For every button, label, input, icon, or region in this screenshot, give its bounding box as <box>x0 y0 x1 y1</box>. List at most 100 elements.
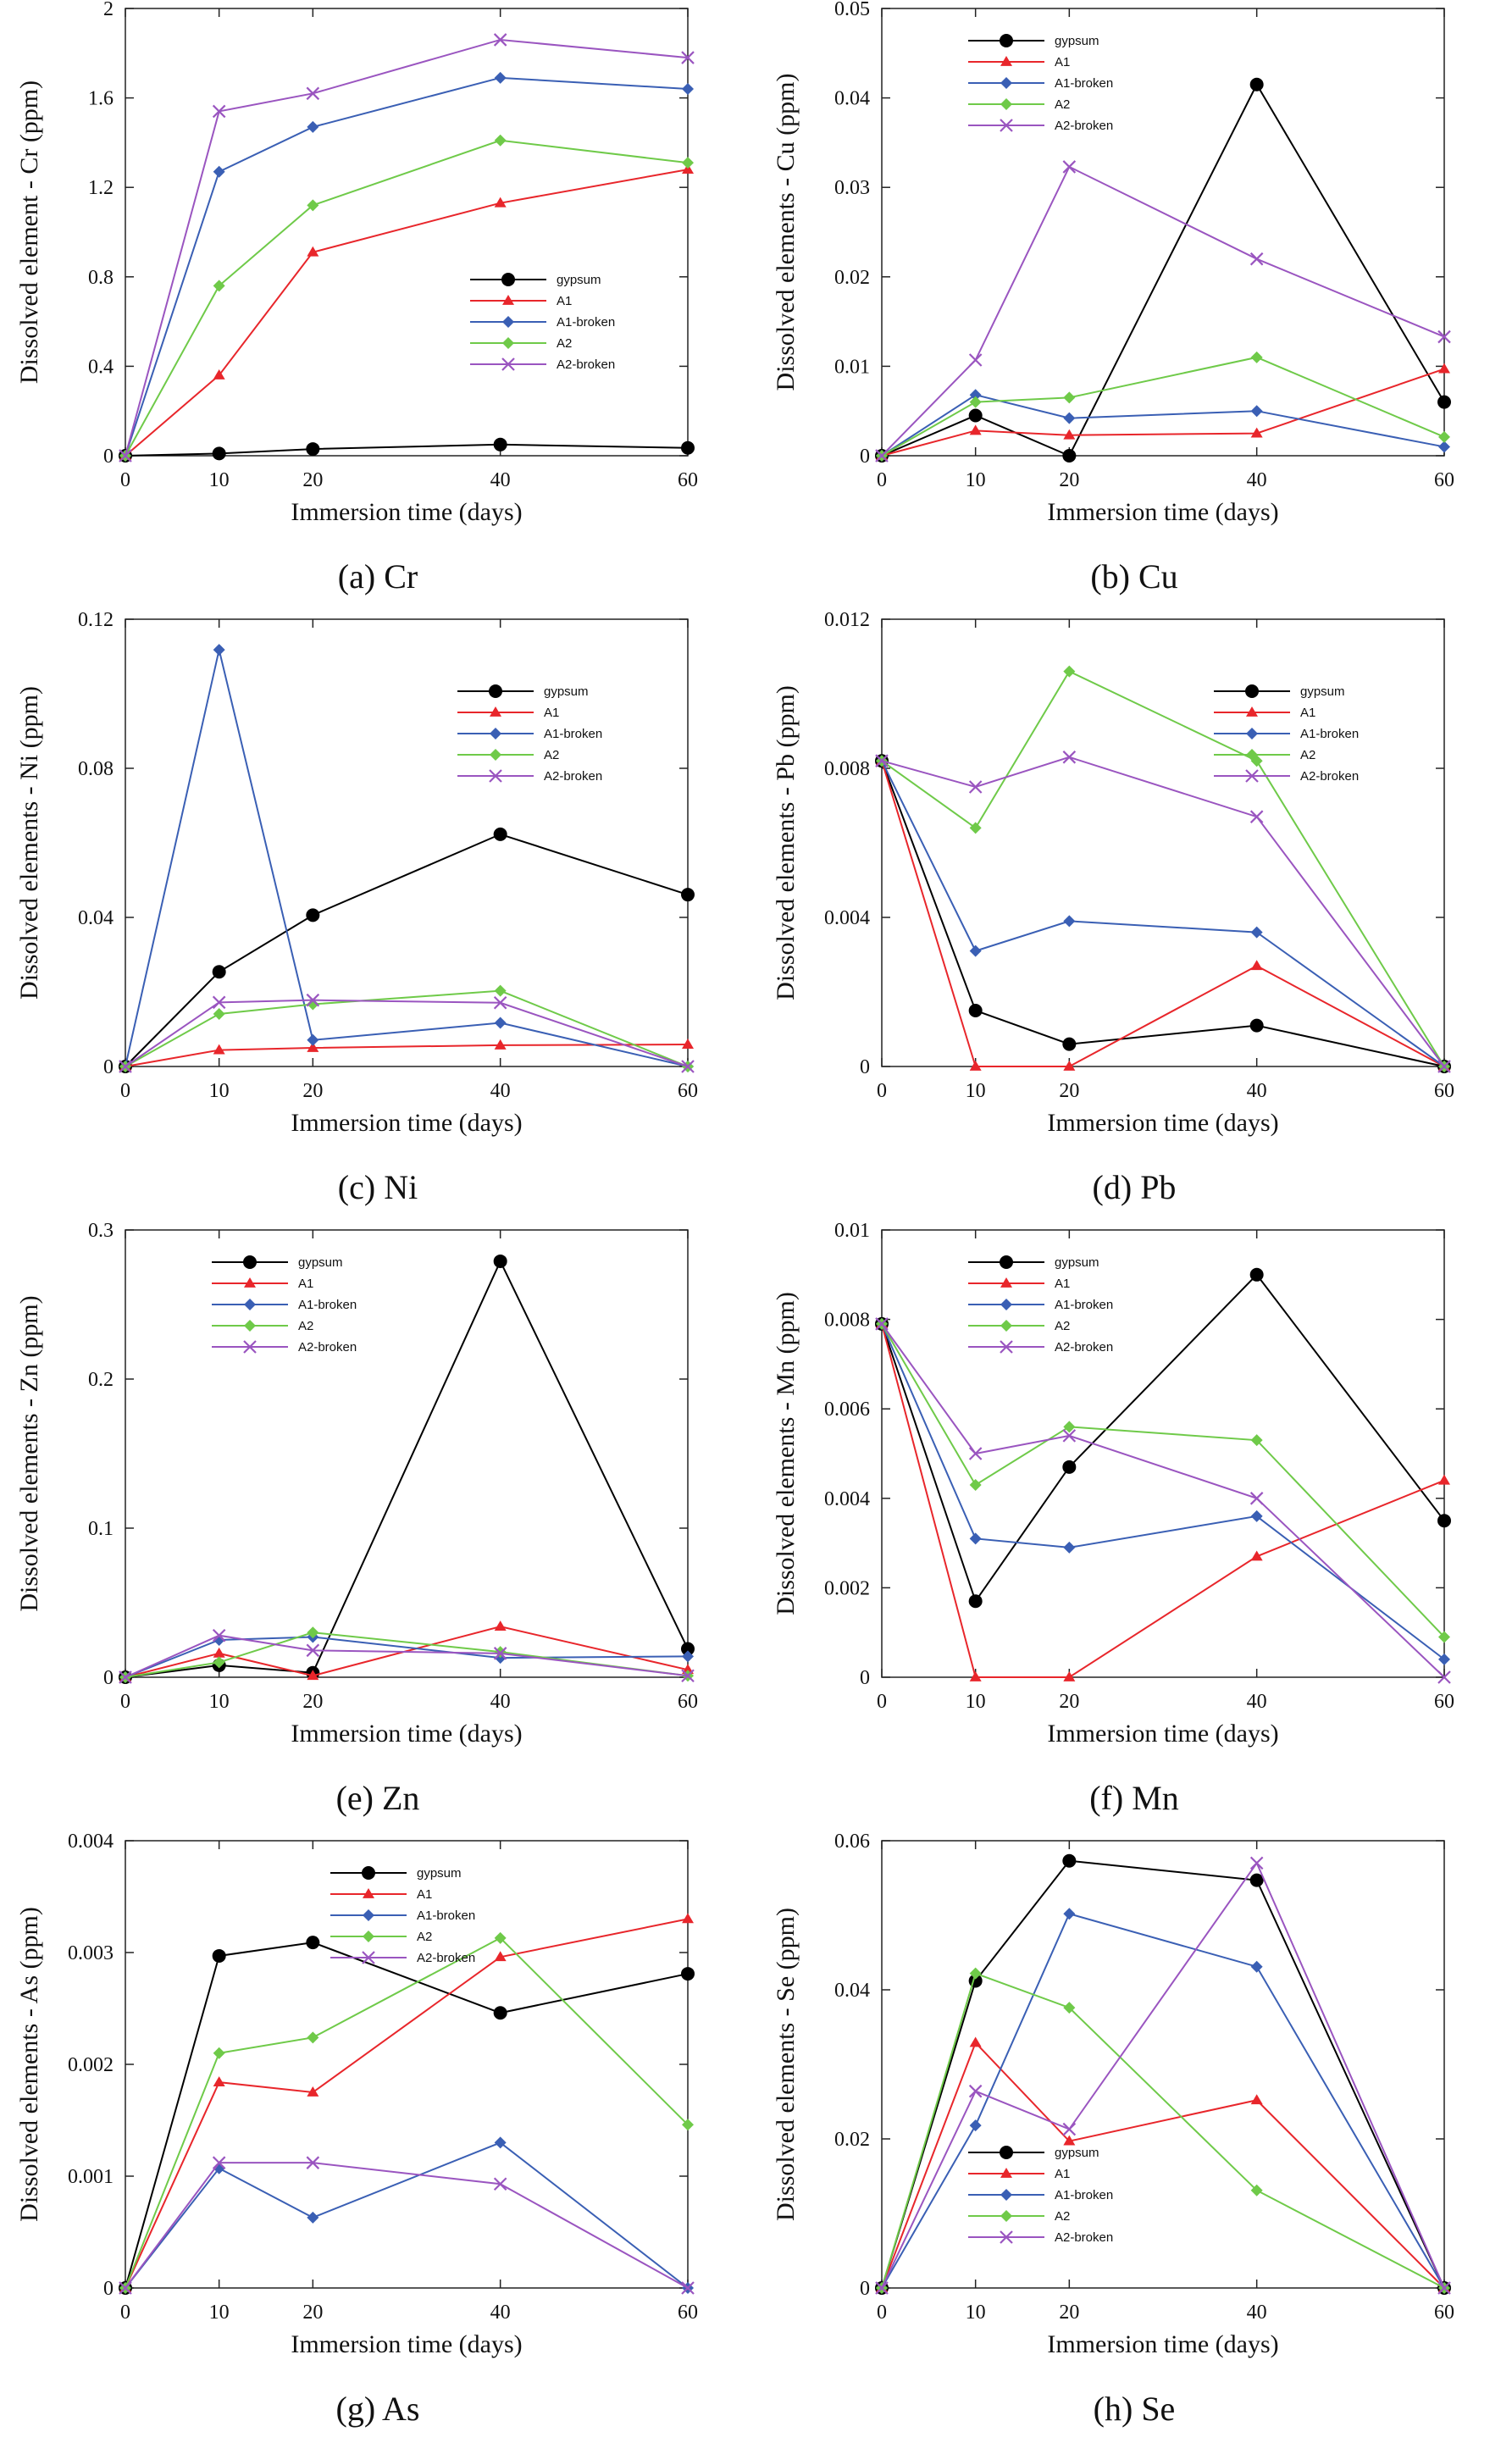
legend-label: gypsum <box>1055 2146 1099 2160</box>
series-A2 <box>119 984 694 1072</box>
x-tick-label: 40 <box>490 2302 511 2324</box>
x-tick-label: 20 <box>302 2302 323 2324</box>
data-point <box>1249 1267 1264 1282</box>
data-point <box>968 2084 983 2098</box>
y-tick-label: 0.04 <box>834 1980 870 2002</box>
data-point <box>875 449 889 463</box>
legend-label: gypsum <box>417 1866 462 1881</box>
series-line <box>881 760 1445 1067</box>
data-point <box>1249 252 1264 266</box>
data-point <box>969 945 982 957</box>
data-point <box>1062 449 1077 463</box>
panel-caption: (h) Se <box>1093 2390 1176 2428</box>
data-point <box>493 2006 507 2020</box>
legend-label: A2-broken <box>1055 119 1113 133</box>
data-point <box>306 1936 320 1950</box>
data-point <box>494 197 507 208</box>
data-point <box>682 2119 694 2131</box>
legend-marker <box>1000 1277 1012 1288</box>
y-tick-label: 0.04 <box>78 907 114 929</box>
data-point <box>1249 77 1264 91</box>
legend-label: A2 <box>557 336 572 351</box>
legend-label: A2-broken <box>557 357 615 372</box>
data-point <box>213 644 225 656</box>
chart-panel: 0 0.4 0.8 1.2 1.6 2 0 10 20 40 60 Immersion time (d… <box>0 0 756 611</box>
y-tick-label: 0.04 <box>834 88 870 110</box>
series-A2 <box>119 1626 694 1683</box>
legend-marker <box>243 1340 257 1354</box>
series-A1 <box>876 755 1450 1071</box>
legend-label: A1-broken <box>1300 727 1359 741</box>
chart-panel: 0 0.001 0.002 0.003 0.004 0 10 20 40 60 Immersion … <box>0 1832 756 2443</box>
series-line <box>125 139 689 457</box>
y-tick-label: 0 <box>860 1056 870 1078</box>
data-point <box>494 1039 507 1050</box>
data-point <box>1063 665 1076 678</box>
legend-label: A2 <box>1055 2209 1070 2224</box>
y-tick-label: 0.02 <box>834 2129 870 2151</box>
series-gypsum <box>875 754 1451 1073</box>
legend-label: A1 <box>298 1277 313 1291</box>
x-axis-title: Immersion time (days) <box>291 2330 522 2358</box>
series-gypsum <box>119 1254 695 1684</box>
legend-marker <box>490 728 501 740</box>
data-point <box>969 1671 982 1681</box>
y-tick-label: 0.003 <box>68 1942 114 1964</box>
series-line <box>881 1913 1445 2289</box>
y-tick-label: 2 <box>103 0 114 20</box>
data-point <box>307 2086 319 2097</box>
legend-label: A2-broken <box>544 769 602 784</box>
series-line <box>125 649 689 1067</box>
legend-marker <box>1000 2189 1012 2201</box>
series-line <box>881 165 1445 457</box>
data-point <box>682 157 694 169</box>
legend-marker <box>244 1277 256 1288</box>
series-A2 <box>876 1967 1450 2294</box>
data-point <box>681 1967 695 1981</box>
data-point <box>212 1948 226 1963</box>
legend-label: A2 <box>1055 1319 1070 1333</box>
legend: gypsum A1 A1-broken A2 A2-broken <box>968 1255 1113 1354</box>
data-point <box>1063 1061 1076 1071</box>
legend-label: A2 <box>1055 97 1070 112</box>
legend: gypsum A1 A1-broken A2 A2-broken <box>1214 684 1359 784</box>
legend-marker <box>502 295 514 305</box>
series-line <box>881 356 1445 457</box>
series-line <box>125 1259 689 1678</box>
legend-marker <box>1000 77 1012 89</box>
data-point <box>306 442 320 457</box>
legend-marker <box>1000 119 1013 132</box>
data-point <box>213 368 225 379</box>
legend-marker <box>1000 98 1012 110</box>
legend-label: A2-broken <box>298 1340 357 1354</box>
data-point <box>213 2047 225 2059</box>
legend-marker <box>502 337 514 349</box>
data-point <box>307 246 319 257</box>
data-point <box>212 2156 226 2169</box>
data-point <box>494 134 507 147</box>
data-point <box>1063 1671 1076 1681</box>
data-point <box>306 2156 320 2169</box>
y-tick-label: 0.05 <box>834 0 870 20</box>
data-point <box>307 120 319 133</box>
series-line <box>881 1323 1445 1660</box>
data-point <box>212 965 226 979</box>
data-point <box>969 822 982 834</box>
x-axis-title: Immersion time (days) <box>1047 2330 1278 2358</box>
legend-marker <box>363 1931 374 1942</box>
series-A2-broken <box>119 1628 695 1684</box>
legend-label: A2 <box>298 1319 313 1333</box>
x-tick-label: 60 <box>678 2302 698 2324</box>
data-point <box>1249 1492 1264 1505</box>
legend-label: A1 <box>417 1887 432 1902</box>
y-tick-label: 0.02 <box>834 267 870 289</box>
y-tick-label: 0 <box>860 446 870 468</box>
series-A2-broken <box>119 993 695 1073</box>
data-point <box>493 33 507 47</box>
y-tick-label: 0.01 <box>834 356 870 378</box>
data-point <box>1062 1037 1077 1051</box>
series-A1-broken <box>119 2136 694 2294</box>
x-axis-title: Immersion time (days) <box>1047 498 1278 526</box>
legend-marker <box>1246 749 1258 761</box>
